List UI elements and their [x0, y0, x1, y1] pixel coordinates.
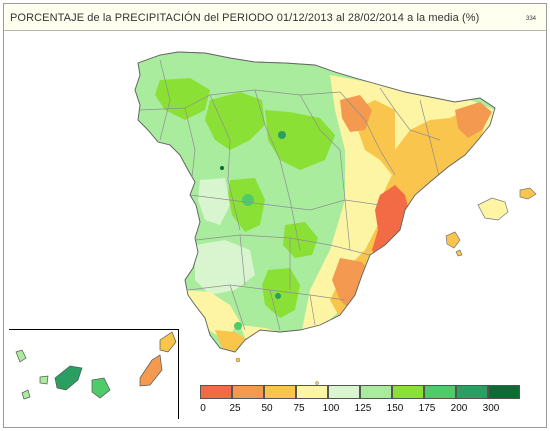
legend-label: 0: [200, 403, 206, 414]
legend-swatches: [200, 385, 520, 399]
legend-swatch: [392, 385, 424, 399]
map-code: 334: [525, 16, 536, 22]
legend-label: 75: [293, 403, 305, 414]
legend-label: 50: [261, 403, 273, 414]
map-title: PORCENTAJE de la PRECIPITACIÓN del PERIO…: [10, 12, 480, 24]
legend-swatch: [296, 385, 328, 399]
legend-label: 25: [229, 403, 241, 414]
legend-swatch: [328, 385, 360, 399]
legend-labels: 0 25 50 75 100 125 150 175 200 300: [200, 403, 520, 417]
legend-swatch: [456, 385, 488, 399]
legend-label: 125: [354, 403, 372, 414]
legend-label: 100: [322, 403, 340, 414]
legend-swatch: [424, 385, 456, 399]
melilla-marker: [315, 381, 319, 385]
legend-swatch: [200, 385, 232, 399]
legend-swatch: [488, 385, 520, 399]
balearic-islands: [445, 187, 537, 257]
legend-swatch: [360, 385, 392, 399]
legend-label: 300: [482, 403, 500, 414]
legend: 0 25 50 75 100 125 150 175 200 300: [200, 385, 520, 417]
legend-label: 150: [386, 403, 404, 414]
legend-label: 200: [450, 403, 468, 414]
ceuta-marker: [235, 357, 241, 363]
legend-label: 175: [418, 403, 436, 414]
legend-swatch: [264, 385, 296, 399]
mainland-spain: [134, 51, 496, 353]
map-header: PORCENTAJE de la PRECIPITACIÓN del PERIO…: [4, 4, 546, 31]
canary-inset-frame: [9, 329, 179, 419]
canary-islands: [15, 331, 177, 400]
legend-swatch: [232, 385, 264, 399]
